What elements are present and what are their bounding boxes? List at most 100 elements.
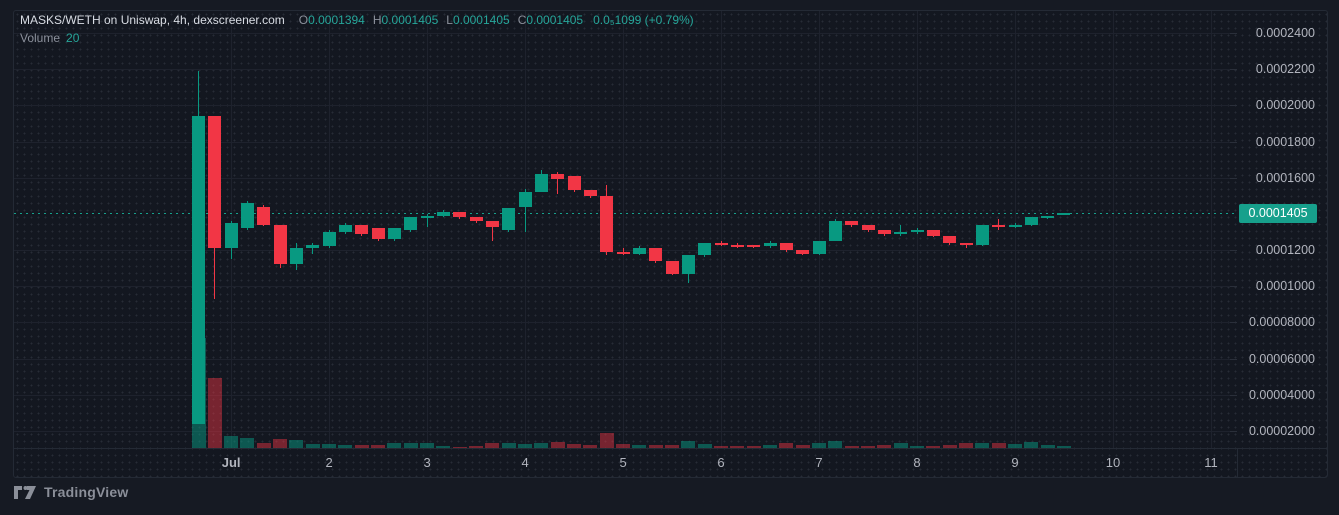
grid-line-horizontal: [14, 358, 1237, 360]
ohlc-pair: O0.0001394: [298, 13, 365, 27]
volume-bar: [387, 443, 402, 448]
candle: [240, 202, 254, 229]
volume-bar: [893, 443, 908, 448]
volume-bar: [534, 443, 549, 448]
candle-wick: [965, 242, 967, 249]
grid-line-vertical: [721, 11, 723, 448]
volume-bar: [861, 446, 876, 448]
volume-bar: [583, 445, 598, 448]
volume-bar: [942, 445, 957, 448]
candle: [273, 224, 287, 265]
price-axis-tick: [1230, 322, 1237, 324]
volume-bar: [910, 446, 925, 448]
candle: [534, 174, 548, 193]
grid-line-horizontal: [14, 322, 1237, 324]
volume-bar: [991, 443, 1006, 448]
volume-bar: [812, 443, 827, 448]
ohlc-pair: H0.0001405: [372, 13, 439, 27]
volume-value: 20: [66, 31, 80, 45]
volume-bar: [1056, 446, 1071, 448]
volume-bar: [959, 443, 973, 448]
volume-bar: [681, 441, 696, 448]
price-tick-label: 0.00004000: [1248, 387, 1315, 402]
time-tick-label: 5: [619, 455, 627, 470]
grid-line-vertical: [1015, 11, 1016, 448]
volume-bar: [273, 439, 288, 448]
volume-bar: [567, 444, 582, 448]
time-axis[interactable]: Jul 2 3 4 5 6 7 8 9 10 11: [14, 449, 1237, 477]
grid-line-horizontal: [14, 141, 1237, 143]
volume-bar: [730, 446, 745, 448]
price-tick-label: 0.0002200: [1255, 62, 1315, 77]
candle: [1057, 212, 1071, 215]
grid-line-horizontal: [14, 250, 1237, 252]
grid-line-vertical: [819, 11, 821, 448]
axis-corner-separator: [1237, 448, 1238, 478]
chart-background: [13, 10, 1328, 478]
price-tick-label: 0.0001600: [1255, 170, 1315, 185]
candle: [485, 221, 499, 227]
price-axis[interactable]: 0.0001405 0.0002400 0.0002200 0.0002000 0.0…: [1230, 11, 1327, 448]
candle: [502, 208, 516, 231]
grid-line-horizontal: [14, 105, 1237, 107]
volume-bar: [338, 445, 353, 448]
candle-wick: [524, 188, 526, 232]
grid-line-horizontal: [14, 33, 1237, 34]
candle: [306, 244, 320, 249]
candle: [649, 248, 663, 261]
candle: [796, 250, 810, 254]
time-tick-label: Jul: [221, 455, 241, 470]
candle: [371, 228, 385, 240]
candle: [453, 212, 467, 218]
time-tick-label: 9: [1011, 455, 1019, 470]
grid-line-vertical: [525, 11, 527, 448]
candle: [616, 251, 630, 254]
candle-wick: [557, 172, 559, 194]
volume-bar: [289, 440, 304, 448]
price-tick-label: 0.0001800: [1255, 134, 1315, 149]
candle: [812, 240, 826, 254]
grid-line-horizontal: [14, 69, 1237, 71]
volume-bar: [877, 445, 892, 448]
candle: [943, 235, 957, 243]
candle: [975, 224, 989, 245]
time-tick-label: 11: [1204, 455, 1218, 470]
candle: [583, 190, 597, 196]
price-axis-tick: [1230, 177, 1237, 179]
candle: [894, 231, 908, 234]
time-tick-label: 4: [521, 455, 529, 470]
candle: [828, 221, 842, 241]
candle: [959, 242, 973, 245]
grid-line-vertical: [623, 11, 625, 448]
volume-bar: [501, 443, 516, 448]
volume-bar: [256, 443, 271, 448]
price-tick-label: 0.0002000: [1255, 98, 1315, 113]
candle: [600, 195, 614, 252]
candle: [992, 224, 1006, 227]
candle: [436, 212, 450, 216]
price-axis-tick: [1230, 358, 1237, 360]
volume-bar: [207, 378, 222, 448]
candle: [518, 192, 532, 207]
price-tick-label: 0.0001000: [1255, 279, 1315, 294]
volume-bar: [550, 442, 565, 448]
volume-bar: [599, 433, 614, 448]
grid-line-vertical: [329, 11, 331, 448]
volume-bar: [632, 445, 647, 448]
candle: [420, 215, 434, 218]
tradingview-attribution[interactable]: TradingView: [14, 484, 128, 500]
volume-bar: [485, 443, 500, 448]
grid-line-horizontal: [14, 394, 1237, 396]
candle: [698, 242, 712, 256]
volume-bar: [648, 445, 663, 448]
candle-wick: [312, 242, 314, 254]
volume-bar: [697, 444, 712, 448]
grid-line-horizontal: [14, 286, 1237, 288]
candle: [632, 248, 646, 254]
grid-line-vertical: [1210, 11, 1212, 448]
volume-bar: [371, 445, 386, 448]
candle: [926, 230, 940, 236]
candle: [1024, 217, 1038, 225]
price-pane[interactable]: [14, 11, 1237, 448]
grid-layer: [14, 11, 1237, 448]
